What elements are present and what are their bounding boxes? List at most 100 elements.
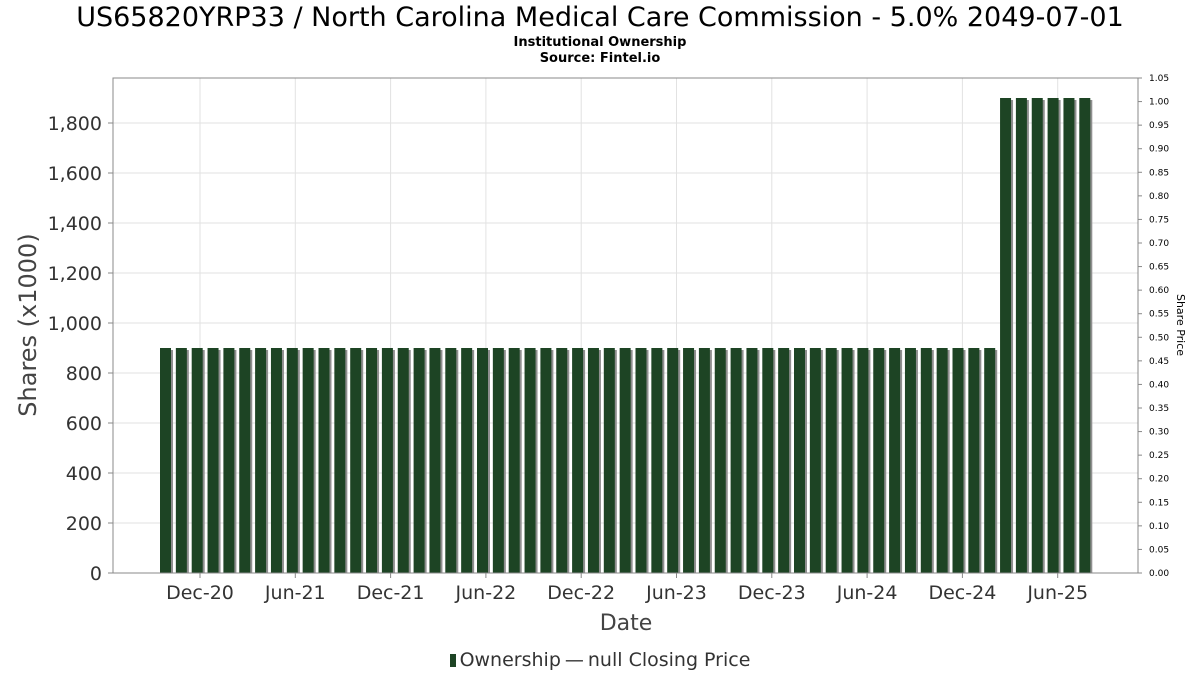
ownership-bar <box>270 348 282 573</box>
ownership-bar <box>286 348 298 573</box>
y2-tick-label: 0.30 <box>1149 428 1169 438</box>
y2-tick-label: 0.00 <box>1149 569 1169 579</box>
ownership-bar <box>318 348 330 573</box>
ownership-bar <box>207 348 219 573</box>
ownership-bar <box>302 348 314 573</box>
ownership-bar <box>778 348 790 573</box>
ownership-bar <box>1047 98 1059 573</box>
y2-axis-ticks: 0.00 0.05 0.10 0.15 0.20 0.25 0.30 0.35 0.40 0.45… <box>1138 74 1169 579</box>
x-tick-label: Jun-23 <box>645 582 707 604</box>
ownership-bar <box>255 348 267 573</box>
ownership-bar <box>857 348 869 573</box>
ownership-bar <box>350 348 362 573</box>
y2-tick-label: 0.65 <box>1149 263 1169 273</box>
y2-tick-label: 0.80 <box>1149 192 1169 202</box>
ownership-bar <box>603 348 615 573</box>
y2-tick-label: 0.35 <box>1149 404 1169 414</box>
ownership-bar <box>651 348 663 573</box>
ownership-bar <box>461 348 473 573</box>
ownership-bar <box>572 348 584 573</box>
x-tick-label: Jun-22 <box>455 582 517 604</box>
ownership-bar <box>429 348 441 573</box>
y2-tick-label: 0.55 <box>1149 310 1169 320</box>
ownership-bar <box>1000 98 1012 573</box>
ownership-bar <box>223 348 235 573</box>
y-axis-label: Shares (x1000) <box>14 233 42 416</box>
y2-tick-label: 0.05 <box>1149 545 1169 555</box>
ownership-bar <box>556 348 568 573</box>
chart-source: Source: Fintel.io <box>539 51 661 66</box>
x-tick-label: Dec-22 <box>547 582 615 604</box>
ownership-bar <box>904 348 916 573</box>
y-tick-label: 1,200 <box>48 263 102 285</box>
ownership-bar <box>619 348 631 573</box>
chart-subtitle: Institutional Ownership <box>513 35 687 50</box>
y-tick-label: 0 <box>90 563 102 585</box>
x-tick-label: Jun-24 <box>836 582 898 604</box>
ownership-bar <box>191 348 203 573</box>
y2-tick-label: 0.70 <box>1149 239 1169 249</box>
y2-tick-label: 0.75 <box>1149 215 1169 225</box>
x-axis-label: Date <box>600 611 653 636</box>
y-tick-label: 1,400 <box>48 213 102 235</box>
ownership-bar <box>445 348 457 573</box>
y-tick-label: 1,000 <box>48 313 102 335</box>
chart-legend: Ownership — null Closing Price <box>0 648 1200 672</box>
ownership-bar <box>492 348 504 573</box>
y2-tick-label: 0.45 <box>1149 357 1169 367</box>
ownership-bar <box>1063 98 1075 573</box>
ownership-bar <box>920 348 932 573</box>
y2-tick-label: 0.40 <box>1149 380 1169 390</box>
ownership-bar <box>334 348 346 573</box>
y2-axis-label: Share Price <box>1174 294 1187 356</box>
ownership-bar <box>160 348 171 573</box>
ownership-bar <box>794 348 805 573</box>
ownership-bar <box>984 348 996 573</box>
ownership-bar <box>762 348 774 573</box>
ownership-bar <box>809 348 821 573</box>
x-tick-label: Dec-23 <box>738 582 806 604</box>
y-tick-label: 800 <box>66 363 102 385</box>
ownership-bar <box>714 348 726 573</box>
ownership-bar <box>825 348 837 573</box>
ownership-bar <box>397 348 409 573</box>
y2-tick-label: 0.10 <box>1149 522 1169 532</box>
plot-frame <box>112 77 1139 574</box>
ownership-swatch <box>449 654 456 667</box>
ownership-bar <box>889 348 901 573</box>
y2-tick-label: 0.20 <box>1149 475 1169 485</box>
y-tick-label: 400 <box>66 463 102 485</box>
ownership-bar <box>477 348 488 573</box>
y-tick-label: 1,600 <box>48 163 102 185</box>
x-tick-label: Dec-24 <box>928 582 996 604</box>
y2-tick-label: 0.85 <box>1149 168 1169 178</box>
ownership-bar <box>730 348 742 573</box>
y-axis-ticks: 0 200 400 600 800 1,000 1,200 1,400 1,600 1,800 <box>48 113 113 585</box>
y2-tick-label: 1.05 <box>1149 74 1169 84</box>
legend-line-glyph: — <box>564 649 584 671</box>
x-tick-label: Jun-25 <box>1026 582 1088 604</box>
ownership-bar <box>508 348 520 573</box>
chart-title: US65820YRP33 / North Carolina Medical Ca… <box>76 2 1124 33</box>
legend-ownership-label: Ownership <box>459 649 561 671</box>
ownership-bar <box>968 348 980 573</box>
y-tick-label: 200 <box>66 513 102 535</box>
ownership-bar <box>1015 98 1027 573</box>
x-tick-label: Dec-20 <box>166 582 234 604</box>
ownership-bar <box>366 348 378 573</box>
ownership-bar <box>873 348 885 573</box>
x-axis-ticks: Dec-20 Jun-21 Dec-21 Jun-22 Dec-22 Jun-23 Dec-… <box>166 573 1088 604</box>
ownership-bar <box>381 348 393 573</box>
ownership-bar <box>1079 98 1091 573</box>
y2-tick-label: 0.15 <box>1149 498 1169 508</box>
ownership-bar <box>841 348 853 573</box>
ownership-bar <box>635 348 647 573</box>
ownership-bar <box>524 348 536 573</box>
legend-price-label: null Closing Price <box>587 649 751 671</box>
ownership-bar <box>413 348 425 573</box>
ownership-bar <box>698 348 710 573</box>
y2-tick-label: 0.50 <box>1149 333 1169 343</box>
ownership-chart: 0 200 400 600 800 1,000 1,200 1,400 1,600 1,800 0… <box>14 74 1187 636</box>
y2-tick-label: 0.60 <box>1149 286 1169 296</box>
ownership-bar <box>175 348 187 573</box>
